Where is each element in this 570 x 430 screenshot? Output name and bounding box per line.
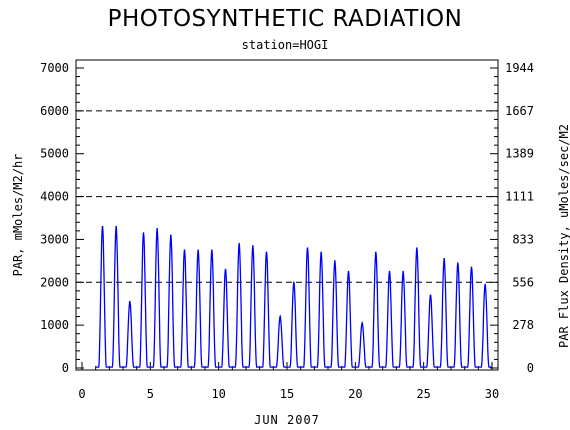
grid-lines <box>76 110 498 283</box>
par-series-line <box>95 226 492 368</box>
daily-peak-point <box>484 283 486 286</box>
y-tick-label: 2000 <box>40 275 69 289</box>
x-tick-label: 20 <box>348 387 362 401</box>
daily-peak-point <box>238 242 240 245</box>
y-right-tick-label: 1667 <box>505 104 534 118</box>
y-tick-label: 7000 <box>40 61 69 75</box>
x-tick-label: 0 <box>78 387 85 401</box>
x-tick-label: 5 <box>147 387 154 401</box>
chart-title: PHOTOSYNTHETIC RADIATION <box>107 6 463 32</box>
daily-peak-point <box>279 315 281 318</box>
daily-peak-point <box>416 247 418 249</box>
y-right-axis-label: PAR Flux Density, uMoles/sec/M2 <box>557 124 570 348</box>
daily-peak-point <box>457 262 459 264</box>
y-right-tick-label: 556 <box>512 275 534 289</box>
daily-peak-point <box>388 270 391 273</box>
y-axis-label: PAR, mMoles/M2/hr <box>11 154 25 277</box>
daily-peak-point <box>320 251 322 254</box>
daily-peak-point <box>197 249 199 251</box>
daily-peak-point <box>115 225 117 228</box>
y-tick-label: 6000 <box>40 104 69 118</box>
daily-peak-point <box>224 268 227 271</box>
plot-frame <box>75 59 499 371</box>
x-axis-label: JUN 2007 <box>254 413 320 427</box>
daily-peak-point <box>265 251 268 254</box>
daily-peak-point <box>429 294 432 296</box>
y-tick-label: 4000 <box>40 190 69 204</box>
daily-peak-point <box>347 270 350 273</box>
daily-peak-point <box>306 247 309 249</box>
y-tick-label: 3000 <box>40 232 69 246</box>
x-tick-label: 25 <box>416 387 430 401</box>
daily-peak-point <box>156 227 158 230</box>
daily-peak-point <box>402 270 404 273</box>
x-tick-label: 30 <box>485 387 499 401</box>
daily-peak-point <box>183 249 186 251</box>
y-right-tick-label: 0 <box>527 361 534 375</box>
y-right-tick-label: 278 <box>512 318 534 332</box>
y-right-tick-label: 1111 <box>505 190 534 204</box>
daily-peak-point <box>293 281 295 284</box>
daily-peak-point <box>101 225 104 228</box>
y-tick-label: 1000 <box>40 318 69 332</box>
daily-peak-point <box>470 266 473 269</box>
daily-peak-point <box>142 232 145 234</box>
daily-peak-point <box>334 260 336 262</box>
y-tick-label: 0 <box>62 361 69 375</box>
daily-peak-point <box>375 251 377 254</box>
y-right-tick-label: 1944 <box>505 61 534 75</box>
chart-subtitle: station=HOGI <box>241 38 329 52</box>
x-tick-label: 10 <box>211 387 225 401</box>
y-right-tick-label: 1389 <box>505 147 534 161</box>
daily-peak-point <box>211 249 213 251</box>
x-tick-label: 15 <box>280 387 294 401</box>
y-tick-label: 5000 <box>40 147 69 161</box>
daily-peak-point <box>129 300 131 303</box>
y-right-tick-label: 833 <box>512 232 534 246</box>
daily-peak-point <box>443 257 445 260</box>
daily-peak-point <box>252 245 254 247</box>
daily-peak-point <box>361 322 363 324</box>
daily-peak-point <box>170 234 172 236</box>
series-layer <box>95 225 492 368</box>
